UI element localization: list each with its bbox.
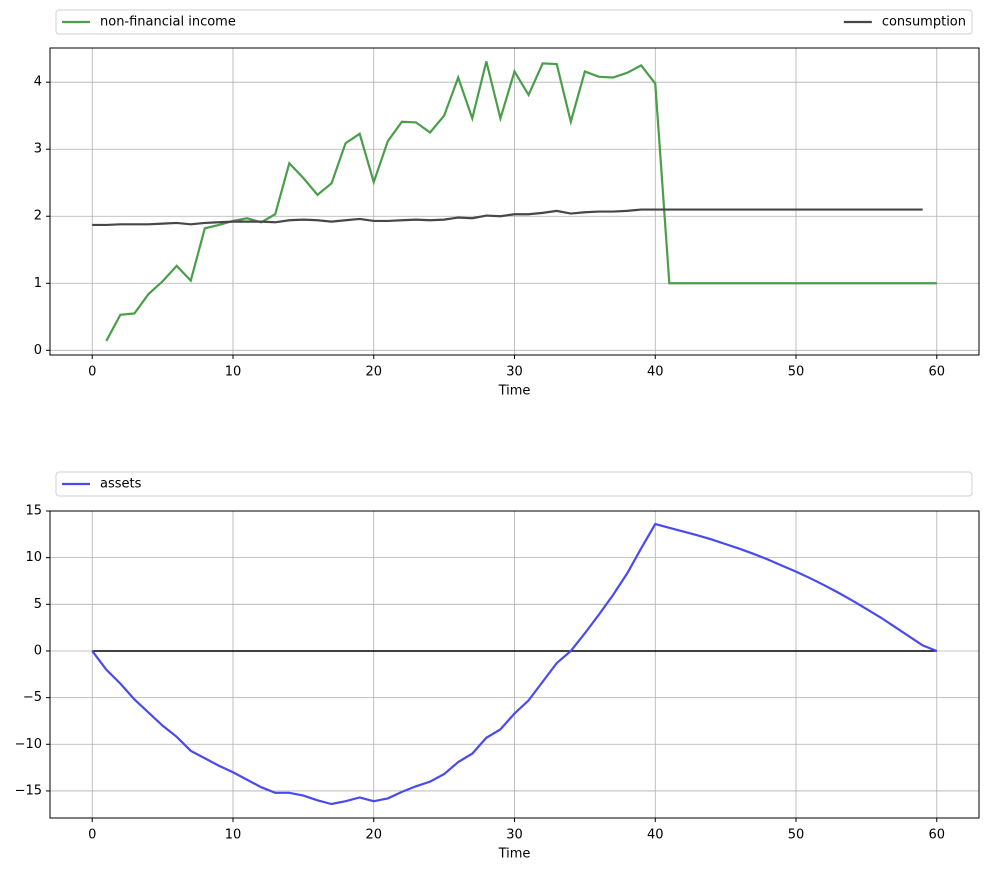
x-tick-label: 50 xyxy=(788,828,805,843)
series-line xyxy=(91,522,938,806)
y-tick-label: 0 xyxy=(34,343,42,358)
x-tick-label: 10 xyxy=(225,828,242,843)
x-tick-label: 20 xyxy=(365,365,382,380)
y-tick-label: 1 xyxy=(34,276,42,291)
y-tick-label: −15 xyxy=(15,783,42,798)
x-axis-label: Time xyxy=(498,384,531,399)
x-tick-label: 60 xyxy=(928,365,945,380)
legend-box xyxy=(55,471,973,497)
x-tick-label: 40 xyxy=(647,365,664,380)
y-tick-label: 5 xyxy=(34,597,42,612)
y-tick-label: 4 xyxy=(34,75,42,90)
x-tick-label: 30 xyxy=(506,365,523,380)
series-line xyxy=(92,208,923,227)
x-tick-label: 40 xyxy=(647,828,664,843)
x-tick-label: 30 xyxy=(506,828,523,843)
series-line xyxy=(105,61,937,342)
x-tick-label: 10 xyxy=(225,365,242,380)
x-tick-label: 50 xyxy=(788,365,805,380)
legend-box xyxy=(55,9,973,35)
legend-label: non-financial income xyxy=(100,15,236,30)
x-axis-label: Time xyxy=(498,847,531,862)
y-tick-label: 15 xyxy=(25,504,42,519)
x-tick-label: 0 xyxy=(88,365,96,380)
y-tick-label: −10 xyxy=(15,737,42,752)
plot-frame xyxy=(49,47,980,356)
legend-label: consumption xyxy=(882,15,966,30)
x-tick-label: 0 xyxy=(88,828,96,843)
plot-frame xyxy=(49,510,980,819)
x-tick-label: 60 xyxy=(928,828,945,843)
y-tick-label: 0 xyxy=(34,643,42,658)
y-tick-label: 10 xyxy=(25,550,42,565)
y-tick-label: 3 xyxy=(34,142,42,157)
legend-label: assets xyxy=(100,477,142,492)
y-tick-label: −5 xyxy=(23,690,42,705)
x-tick-label: 20 xyxy=(365,828,382,843)
y-tick-label: 2 xyxy=(34,209,42,224)
